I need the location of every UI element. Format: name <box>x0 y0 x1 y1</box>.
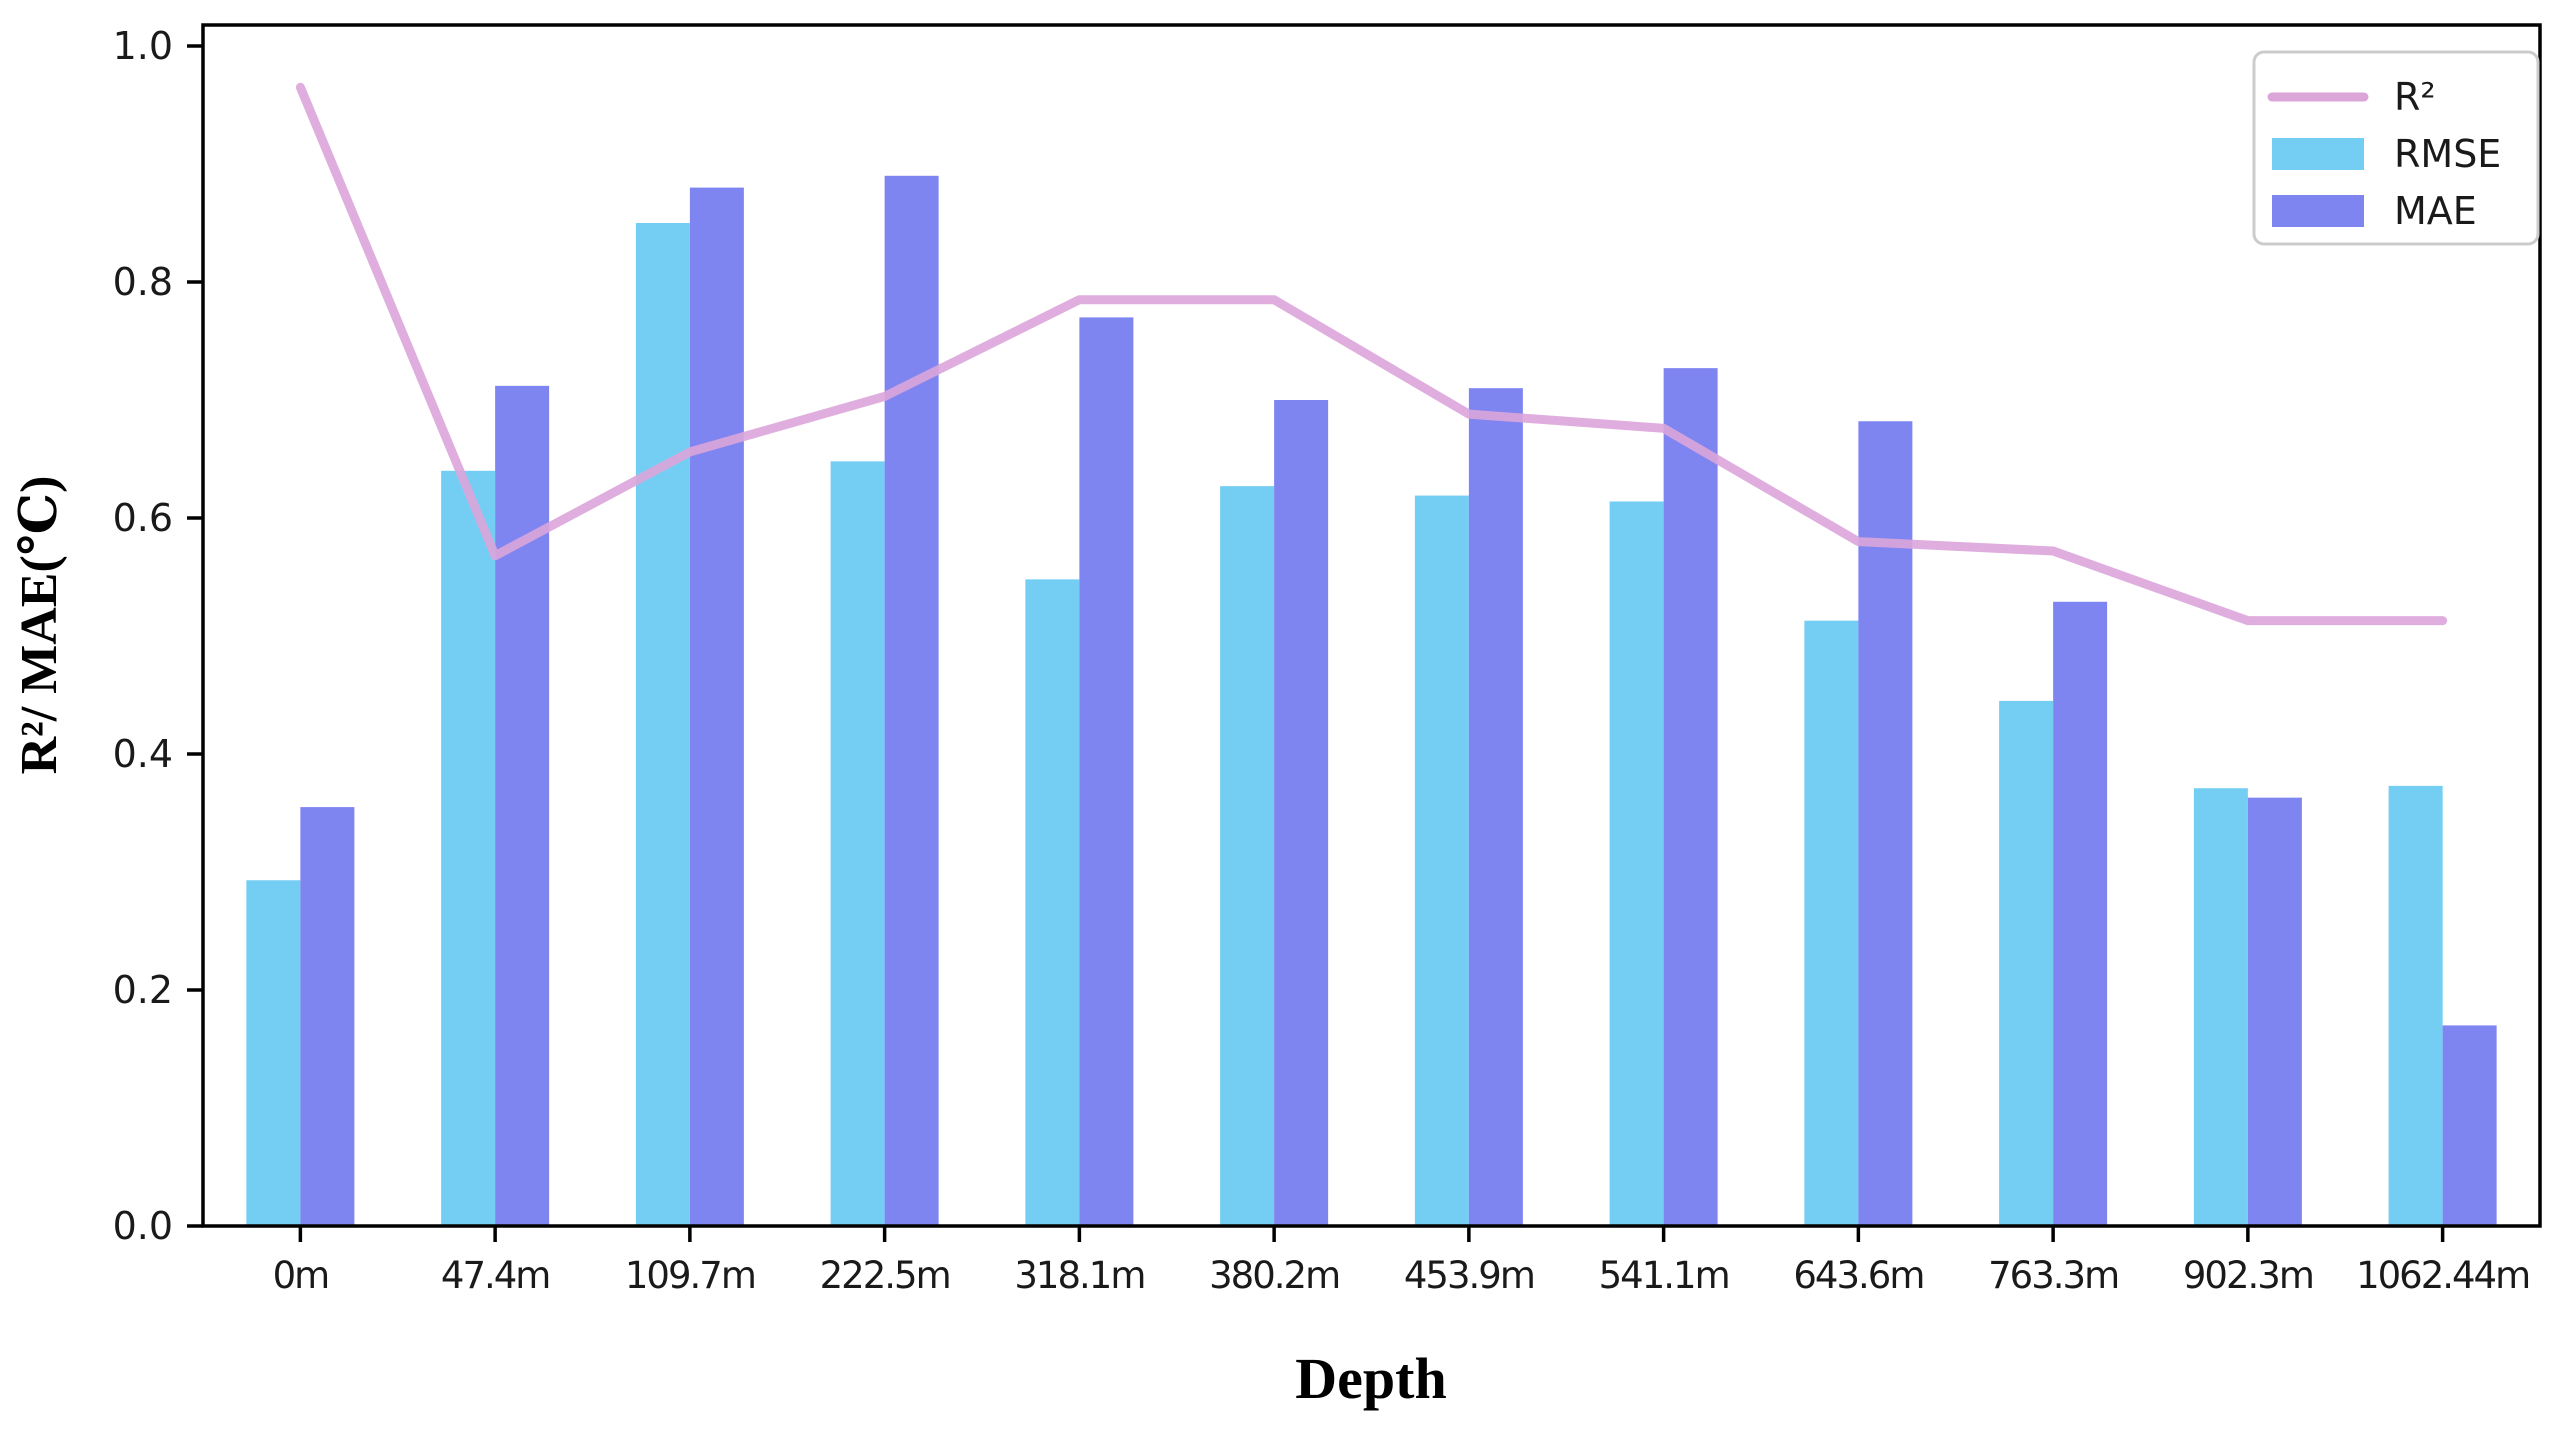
y-tick-label: 0.8 <box>113 260 173 304</box>
legend-label-MAE: MAE <box>2394 189 2477 233</box>
y-axis-title: R²/ MAE(℃) <box>11 476 68 775</box>
bar-rmse-453.9m <box>1414 495 1469 1227</box>
y-tick-label: 0.6 <box>113 496 173 540</box>
y-tick-label: 0.0 <box>113 1204 173 1248</box>
plot-border <box>201 23 2542 1228</box>
bar-mae-541.1m <box>1663 368 1718 1226</box>
bar-rmse-1062.44m <box>2388 785 2443 1226</box>
legend-swatch-rmse <box>2272 138 2364 170</box>
axes-layer: 0.0 0.2 0.4 0.6 0.8 1.0 0m 47.4m 109.7m 222.5m 318… <box>113 23 2542 1297</box>
legend-box: R² RMSE MAE <box>2252 50 2540 246</box>
bar-rmse-763.3m <box>1999 700 2054 1226</box>
bar-mae-109.7m <box>689 187 744 1227</box>
y-tick-label: 0.4 <box>113 732 173 776</box>
bar-mae-222.5m <box>884 175 939 1226</box>
bar-rmse-541.1m <box>1609 501 1664 1227</box>
bar-rmse-222.5m <box>830 461 885 1226</box>
bar-rmse-0m <box>246 880 301 1226</box>
x-tick-label-222.5m: 222.5m <box>820 1254 950 1297</box>
bar-mae-380.2m <box>1274 400 1329 1226</box>
x-tick-label-643.6m: 643.6m <box>1793 1254 1923 1297</box>
bar-mae-643.6m <box>1858 421 1913 1226</box>
bar-mae-453.9m <box>1468 388 1523 1226</box>
bar-rmse-902.3m <box>2193 788 2248 1226</box>
bar-mae-0m <box>300 807 355 1226</box>
x-tick-label-763.3m: 763.3m <box>1988 1254 2118 1297</box>
bars-layer <box>246 175 2497 1227</box>
bar-mae-1062.44m <box>2442 1025 2497 1226</box>
legend-swatch-mae <box>2272 195 2364 227</box>
bar-mae-763.3m <box>2053 601 2108 1226</box>
bar-rmse-643.6m <box>1804 620 1859 1226</box>
bar-mae-318.1m <box>1079 317 1134 1226</box>
y-tick-label: 0.2 <box>113 968 173 1012</box>
x-axis-title: Depth <box>1295 1346 1446 1411</box>
x-tick-label-541.1m: 541.1m <box>1599 1254 1729 1297</box>
bar-mae-47.4m <box>495 385 550 1227</box>
x-tick-label-902.3m: 902.3m <box>2183 1254 2313 1297</box>
r2-line <box>295 82 2448 626</box>
bar-rmse-47.4m <box>441 470 496 1226</box>
r2-line-layer <box>295 82 2448 626</box>
x-tick-label-318.1m: 318.1m <box>1014 1254 1144 1297</box>
x-tick-label-109.7m: 109.7m <box>625 1254 755 1297</box>
x-tick-label-1062.44m: 1062.44m <box>2356 1254 2529 1297</box>
x-tick-label-380.2m: 380.2m <box>1209 1254 1339 1297</box>
bar-rmse-109.7m <box>635 223 690 1226</box>
legend-label-RMSE: RMSE <box>2394 132 2501 176</box>
x-tick-label-47.4m: 47.4m <box>441 1254 549 1297</box>
bar-mae-902.3m <box>2247 797 2302 1226</box>
x-tick-label-0m: 0m <box>273 1254 329 1297</box>
y-tick-label: 1.0 <box>113 24 173 68</box>
bar-rmse-318.1m <box>1025 579 1080 1226</box>
legend-label-R²: R² <box>2394 75 2436 119</box>
bar-rmse-380.2m <box>1220 486 1275 1226</box>
x-tick-label-453.9m: 453.9m <box>1404 1254 1534 1297</box>
